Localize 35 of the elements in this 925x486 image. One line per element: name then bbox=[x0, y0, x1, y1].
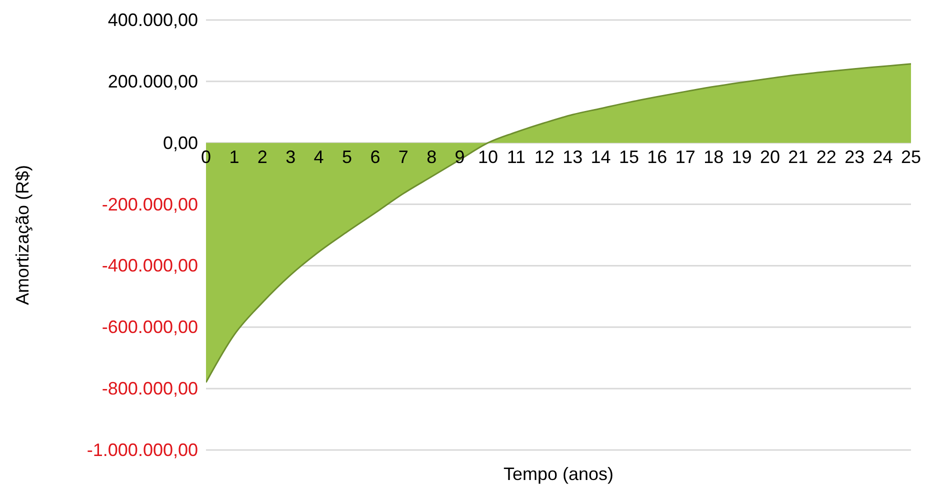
y-axis-title: Amortização (R$) bbox=[12, 164, 32, 306]
x-tick-label: 14 bbox=[590, 146, 611, 167]
x-tick-label: 7 bbox=[398, 146, 408, 167]
x-tick-label: 2 bbox=[257, 146, 268, 167]
x-tick-label: 22 bbox=[816, 146, 836, 167]
x-tick-label: 6 bbox=[370, 146, 380, 167]
x-tick-label: 20 bbox=[760, 146, 780, 167]
y-tick-label: -600.000,00 bbox=[102, 317, 198, 338]
x-tick-label: 23 bbox=[844, 146, 865, 167]
x-tick-label: 25 bbox=[900, 146, 922, 167]
x-tick-label: 8 bbox=[426, 146, 437, 167]
y-tick-label: 200.000,00 bbox=[108, 71, 198, 92]
x-tick-label: 0 bbox=[200, 146, 212, 167]
x-tick-label: 17 bbox=[675, 146, 696, 167]
x-tick-label: 19 bbox=[732, 146, 752, 167]
x-tick-label: 11 bbox=[506, 146, 526, 167]
x-tick-label: 15 bbox=[618, 146, 640, 167]
x-tick-label: 1 bbox=[229, 146, 240, 167]
y-tick-label: 0,00 bbox=[162, 132, 198, 153]
x-tick-label: 3 bbox=[286, 146, 296, 167]
x-tick-label: 21 bbox=[788, 146, 808, 167]
y-tick-label: -400.000,00 bbox=[102, 256, 198, 276]
y-tick-label: -1.000.000,00 bbox=[86, 440, 198, 460]
x-tick-label: 16 bbox=[647, 146, 668, 167]
x-tick-label: 12 bbox=[534, 146, 554, 167]
x-tick-label: 13 bbox=[562, 146, 583, 167]
x-tick-label: 24 bbox=[872, 146, 893, 167]
x-tick-label: 10 bbox=[478, 146, 498, 167]
x-axis-title: Tempo (anos) bbox=[503, 464, 614, 484]
x-tick-label: 4 bbox=[314, 146, 324, 167]
x-tick-label: 18 bbox=[704, 146, 724, 167]
x-tick-label: 5 bbox=[342, 146, 352, 167]
y-tick-label: 400.000,00 bbox=[108, 10, 198, 30]
y-tick-label: -800.000,00 bbox=[102, 378, 198, 399]
y-tick-label: -200.000,00 bbox=[102, 194, 198, 214]
